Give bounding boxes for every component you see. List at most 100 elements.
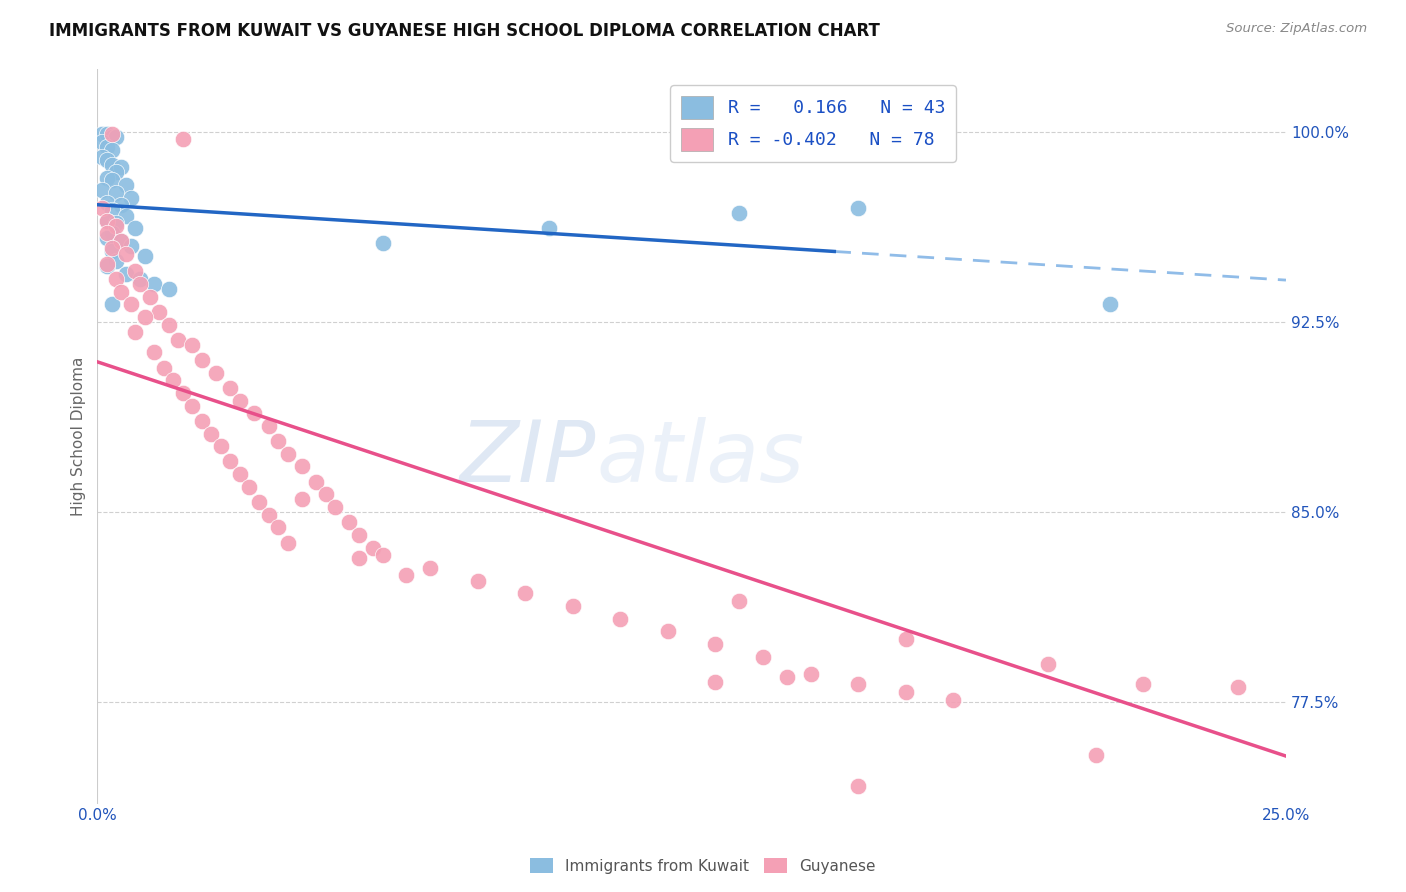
Point xyxy=(1132,677,1154,691)
Point xyxy=(162,373,184,387)
Point xyxy=(129,277,152,291)
Point xyxy=(361,541,384,555)
Point xyxy=(229,467,252,481)
Point xyxy=(894,685,917,699)
Point xyxy=(894,632,917,646)
Point xyxy=(657,624,679,639)
Point xyxy=(143,277,166,291)
Point xyxy=(91,183,114,197)
Point xyxy=(846,677,869,691)
Point xyxy=(247,495,270,509)
Point xyxy=(100,130,122,145)
Point xyxy=(143,345,166,359)
Point xyxy=(100,128,122,142)
Point xyxy=(846,201,869,215)
Point xyxy=(105,272,128,286)
Point xyxy=(291,459,314,474)
Point xyxy=(100,173,122,187)
Point xyxy=(96,213,118,227)
Point xyxy=(205,366,228,380)
Point xyxy=(91,201,114,215)
Point xyxy=(96,128,118,142)
Point xyxy=(96,227,118,241)
Point xyxy=(110,234,132,248)
Point xyxy=(134,249,156,263)
Legend: R =   0.166   N = 43, R = -0.402   N = 78: R = 0.166 N = 43, R = -0.402 N = 78 xyxy=(669,85,956,162)
Point xyxy=(704,675,727,690)
Point xyxy=(96,257,118,271)
Point xyxy=(124,325,146,339)
Point xyxy=(728,206,751,220)
Point xyxy=(115,178,138,193)
Point xyxy=(267,520,290,534)
Point xyxy=(371,236,394,251)
Point xyxy=(96,170,118,185)
Point xyxy=(105,165,128,179)
Point xyxy=(100,297,122,311)
Point xyxy=(134,310,156,324)
Point xyxy=(120,191,142,205)
Point xyxy=(100,242,122,256)
Point xyxy=(129,272,152,286)
Point xyxy=(537,221,560,235)
Legend: Immigrants from Kuwait, Guyanese: Immigrants from Kuwait, Guyanese xyxy=(524,852,882,880)
Point xyxy=(257,508,280,522)
Point xyxy=(115,246,138,260)
Point xyxy=(1038,657,1060,672)
Point xyxy=(91,128,114,142)
Point xyxy=(704,637,727,651)
Text: Source: ZipAtlas.com: Source: ZipAtlas.com xyxy=(1226,22,1367,36)
Point xyxy=(267,434,290,449)
Point xyxy=(96,153,118,167)
Text: IMMIGRANTS FROM KUWAIT VS GUYANESE HIGH SCHOOL DIPLOMA CORRELATION CHART: IMMIGRANTS FROM KUWAIT VS GUYANESE HIGH … xyxy=(49,22,880,40)
Point xyxy=(105,254,128,268)
Point xyxy=(181,399,204,413)
Point xyxy=(157,318,180,332)
Point xyxy=(467,574,489,588)
Point xyxy=(148,305,170,319)
Point xyxy=(115,209,138,223)
Point xyxy=(100,244,122,258)
Point xyxy=(395,568,418,582)
Point xyxy=(799,667,821,681)
Point xyxy=(219,381,242,395)
Point xyxy=(110,234,132,248)
Point xyxy=(238,480,260,494)
Point xyxy=(1084,748,1107,763)
Point xyxy=(91,150,114,164)
Point xyxy=(323,500,346,514)
Point xyxy=(120,297,142,311)
Point xyxy=(124,221,146,235)
Point xyxy=(96,231,118,245)
Point xyxy=(277,447,299,461)
Point xyxy=(200,426,222,441)
Point xyxy=(277,535,299,549)
Point xyxy=(371,548,394,562)
Point xyxy=(229,393,252,408)
Point xyxy=(419,561,441,575)
Point xyxy=(96,195,118,210)
Point xyxy=(305,475,328,489)
Point xyxy=(172,386,194,401)
Point xyxy=(91,135,114,149)
Point xyxy=(609,611,631,625)
Point xyxy=(1099,297,1122,311)
Point xyxy=(776,670,799,684)
Point xyxy=(846,779,869,793)
Text: atlas: atlas xyxy=(596,417,804,500)
Point xyxy=(243,406,266,420)
Point xyxy=(110,198,132,212)
Point xyxy=(100,203,122,218)
Point xyxy=(105,130,128,145)
Point xyxy=(124,264,146,278)
Point xyxy=(347,550,370,565)
Point xyxy=(96,140,118,154)
Point xyxy=(105,216,128,230)
Point xyxy=(728,594,751,608)
Point xyxy=(181,338,204,352)
Point xyxy=(120,239,142,253)
Point xyxy=(942,692,965,706)
Point xyxy=(153,360,176,375)
Point xyxy=(1227,680,1250,694)
Point xyxy=(291,492,314,507)
